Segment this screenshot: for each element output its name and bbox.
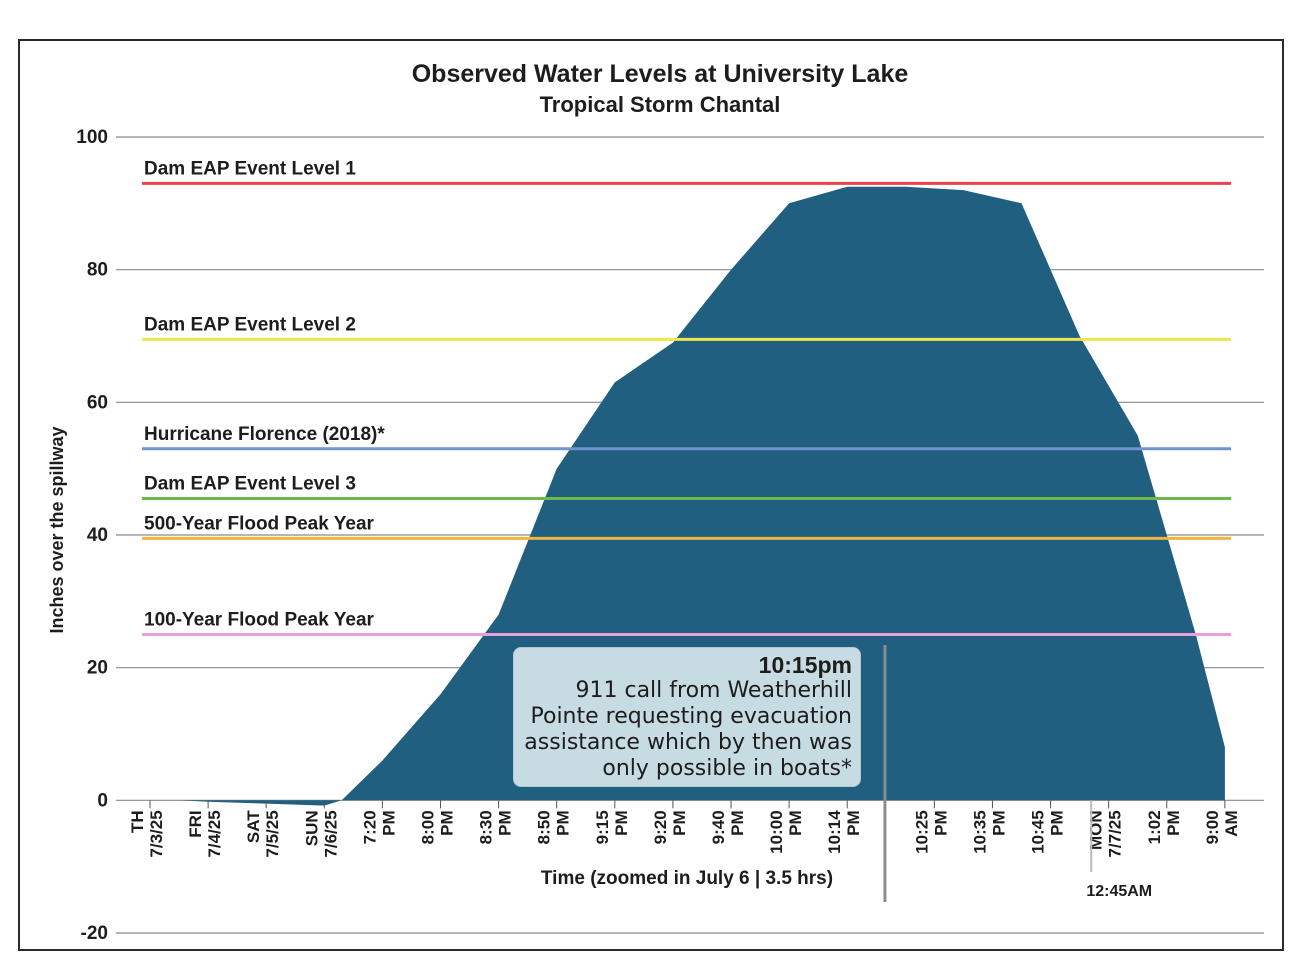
reference-line-label: 500-Year Flood Peak Year bbox=[144, 513, 375, 534]
x-tick-label-line1: 10:25 bbox=[912, 810, 931, 853]
x-tick-label-line2: 7/5/25 bbox=[263, 810, 282, 857]
x-tick-label-line2: AM bbox=[1222, 810, 1241, 836]
x-tick-label-line2: PM bbox=[1048, 810, 1067, 836]
x-tick-label-line2: PM bbox=[379, 810, 398, 836]
annotation-text-line: 911 call from Weatherhill bbox=[575, 678, 853, 703]
x-tick-label-line2: PM bbox=[670, 810, 689, 836]
annotation-text-line: only possible in boats* bbox=[602, 756, 852, 781]
x-tick-label-line1: SUN bbox=[302, 810, 321, 846]
annotation-text-line: Pointe requesting evacuation bbox=[530, 704, 853, 729]
y-tick-label: 0 bbox=[97, 790, 108, 811]
x-tick-label-line1: 10:35 bbox=[970, 810, 989, 853]
x-axis-label: Time (zoomed in July 6 | 3.5 hrs) bbox=[541, 868, 833, 889]
y-tick-label: 100 bbox=[76, 127, 108, 148]
x-tick-label: 10:14 PM bbox=[825, 810, 863, 854]
x-tick-label-line2: PM bbox=[612, 810, 631, 836]
y-tick-label: 20 bbox=[87, 658, 108, 679]
y-tick-label: 40 bbox=[87, 525, 108, 546]
x-tick-label: SUN 7/6/25 bbox=[302, 810, 340, 857]
x-tick-label-line1: SAT bbox=[244, 810, 263, 843]
annotation-text: 911 call from Weatherhill Pointe requesti… bbox=[522, 678, 852, 782]
x-tick-label-line2: 7/6/25 bbox=[321, 810, 340, 857]
x-tick-label-line1: TH bbox=[128, 810, 147, 833]
x-tick-label-line2: PM bbox=[844, 810, 863, 836]
reference-line-label: Dam EAP Event Level 2 bbox=[144, 314, 356, 335]
x-tick-label: 9:00 AM bbox=[1203, 810, 1241, 844]
x-tick-label-line2: PM bbox=[554, 810, 573, 836]
y-tick-label: 80 bbox=[87, 260, 108, 281]
x-tick-label-line1: 9:15 bbox=[593, 810, 612, 844]
x-tick-label-line2: 7/7/25 bbox=[1106, 810, 1125, 857]
chart-subtitle: Tropical Storm Chantal bbox=[540, 92, 781, 117]
reference-line-label: Hurricane Florence (2018)* bbox=[144, 424, 385, 445]
x-tick-label: 10:25 PM bbox=[912, 810, 950, 853]
area-series bbox=[179, 186, 1225, 806]
x-tick-label: SAT 7/5/25 bbox=[244, 810, 282, 858]
reference-lines: Dam EAP Event Level 1 Dam EAP Event Level… bbox=[142, 158, 1231, 636]
x-tick-label-line1: FRI bbox=[186, 810, 205, 837]
x-tick-label-line2: 7/4/25 bbox=[205, 810, 224, 857]
x-tick-label: 7:20 PM bbox=[360, 810, 398, 844]
x-tick-label: FRI 7/4/25 bbox=[186, 810, 224, 857]
x-tick-label: 10:00 PM bbox=[767, 810, 805, 853]
x-tick-label-line2: PM bbox=[496, 810, 515, 836]
annotation-time: 10:15pm bbox=[758, 652, 852, 678]
x-tick-label-line1: 8:00 bbox=[419, 810, 438, 844]
reference-line-label: 100-Year Flood Peak Year bbox=[144, 610, 375, 631]
x-tick-label: 8:30 PM bbox=[477, 810, 515, 844]
y-tick-label: -20 bbox=[81, 923, 108, 944]
x-tick-label-line1: 9:40 bbox=[709, 810, 728, 844]
x-tick-label: 8:50 PM bbox=[535, 810, 573, 844]
x-tick-label-line1: 8:50 bbox=[535, 810, 554, 844]
x-tick-label-line1: 7:20 bbox=[360, 810, 379, 844]
chart-title: Observed Water Levels at University Lake bbox=[412, 60, 909, 88]
x-tick-label-line2: 7/3/25 bbox=[147, 810, 166, 857]
x-tick-label: TH 7/3/25 bbox=[128, 810, 166, 857]
x-tick-label-line1: 10:14 bbox=[825, 810, 844, 854]
event-markers: 12:45AM bbox=[883, 645, 1152, 902]
water-level-area bbox=[179, 186, 1225, 806]
reference-line-label: Dam EAP Event Level 1 bbox=[144, 158, 356, 179]
x-tick-label-line1: 9:20 bbox=[651, 810, 670, 844]
x-tick-label: 9:15 PM bbox=[593, 810, 631, 844]
axes: -20 0 20 40 60 80 100 TH 7/3/25 FRI 7/4/25 SAT 7/5/2… bbox=[76, 127, 1241, 944]
x-tick-label: 10:45 PM bbox=[1029, 810, 1067, 853]
annotation-box: 10:15pm 911 call from Weatherhill Pointe … bbox=[513, 647, 861, 787]
reference-line-label: Dam EAP Event Level 3 bbox=[144, 474, 356, 495]
x-tick-label-line2: PM bbox=[989, 810, 1008, 836]
x-tick-label-line1: 8:30 bbox=[477, 810, 496, 844]
x-tick-label: MON 7/7/25 bbox=[1087, 810, 1125, 857]
x-tick-label-line1: MON bbox=[1087, 810, 1106, 850]
x-tick-label: 9:40 PM bbox=[709, 810, 747, 844]
x-tick-label-line2: PM bbox=[931, 810, 950, 836]
x-tick-label-line1: 1:02 bbox=[1145, 810, 1164, 844]
midnight-marker-label: 12:45AM bbox=[1086, 883, 1152, 900]
x-tick-label-line1: 10:00 bbox=[767, 810, 786, 853]
x-tick-label-line2: PM bbox=[786, 810, 805, 836]
x-tick-label: 1:02 PM bbox=[1145, 810, 1183, 844]
x-tick-label-line2: PM bbox=[728, 810, 747, 836]
x-tick-label: 9:20 PM bbox=[651, 810, 689, 844]
x-tick-label: 10:35 PM bbox=[970, 810, 1008, 853]
y-axis-label: Inches over the spillway bbox=[47, 426, 67, 633]
x-tick-label-line2: PM bbox=[438, 810, 457, 836]
x-tick-label-line2: PM bbox=[1164, 810, 1183, 836]
x-tick-label-line1: 9:00 bbox=[1203, 810, 1222, 844]
x-tick-label-line1: 10:45 bbox=[1029, 810, 1048, 853]
y-tick-label: 60 bbox=[87, 392, 108, 413]
x-tick-label: 8:00 PM bbox=[419, 810, 457, 844]
annotation-text-line: assistance which by then was bbox=[524, 730, 852, 755]
